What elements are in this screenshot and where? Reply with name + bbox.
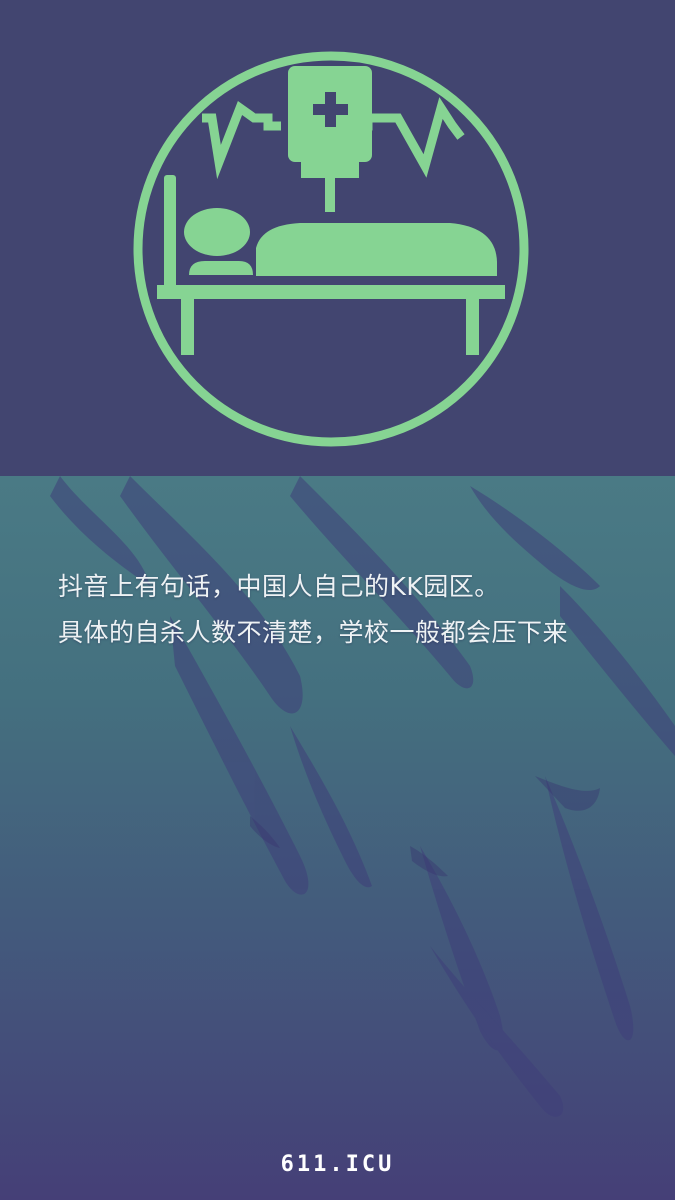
hospital-bed-iv-icon <box>133 51 529 447</box>
message-line-2: 具体的自杀人数不清楚，学校一般都会压下来 <box>58 618 569 647</box>
message-panel: 抖音上有句话，中国人自己的KK园区。 具体的自杀人数不清楚，学校一般都会压下来 <box>0 476 675 1200</box>
post-message-text: 抖音上有句话，中国人自己的KK园区。 具体的自杀人数不清楚，学校一般都会压下来 <box>58 564 628 656</box>
message-line-1: 抖音上有句话，中国人自己的KK园区。 <box>58 572 500 601</box>
dolphin-background-image <box>50 476 675 1117</box>
site-watermark: 611.ICU <box>280 1152 395 1177</box>
header-illustration-panel <box>0 0 675 476</box>
